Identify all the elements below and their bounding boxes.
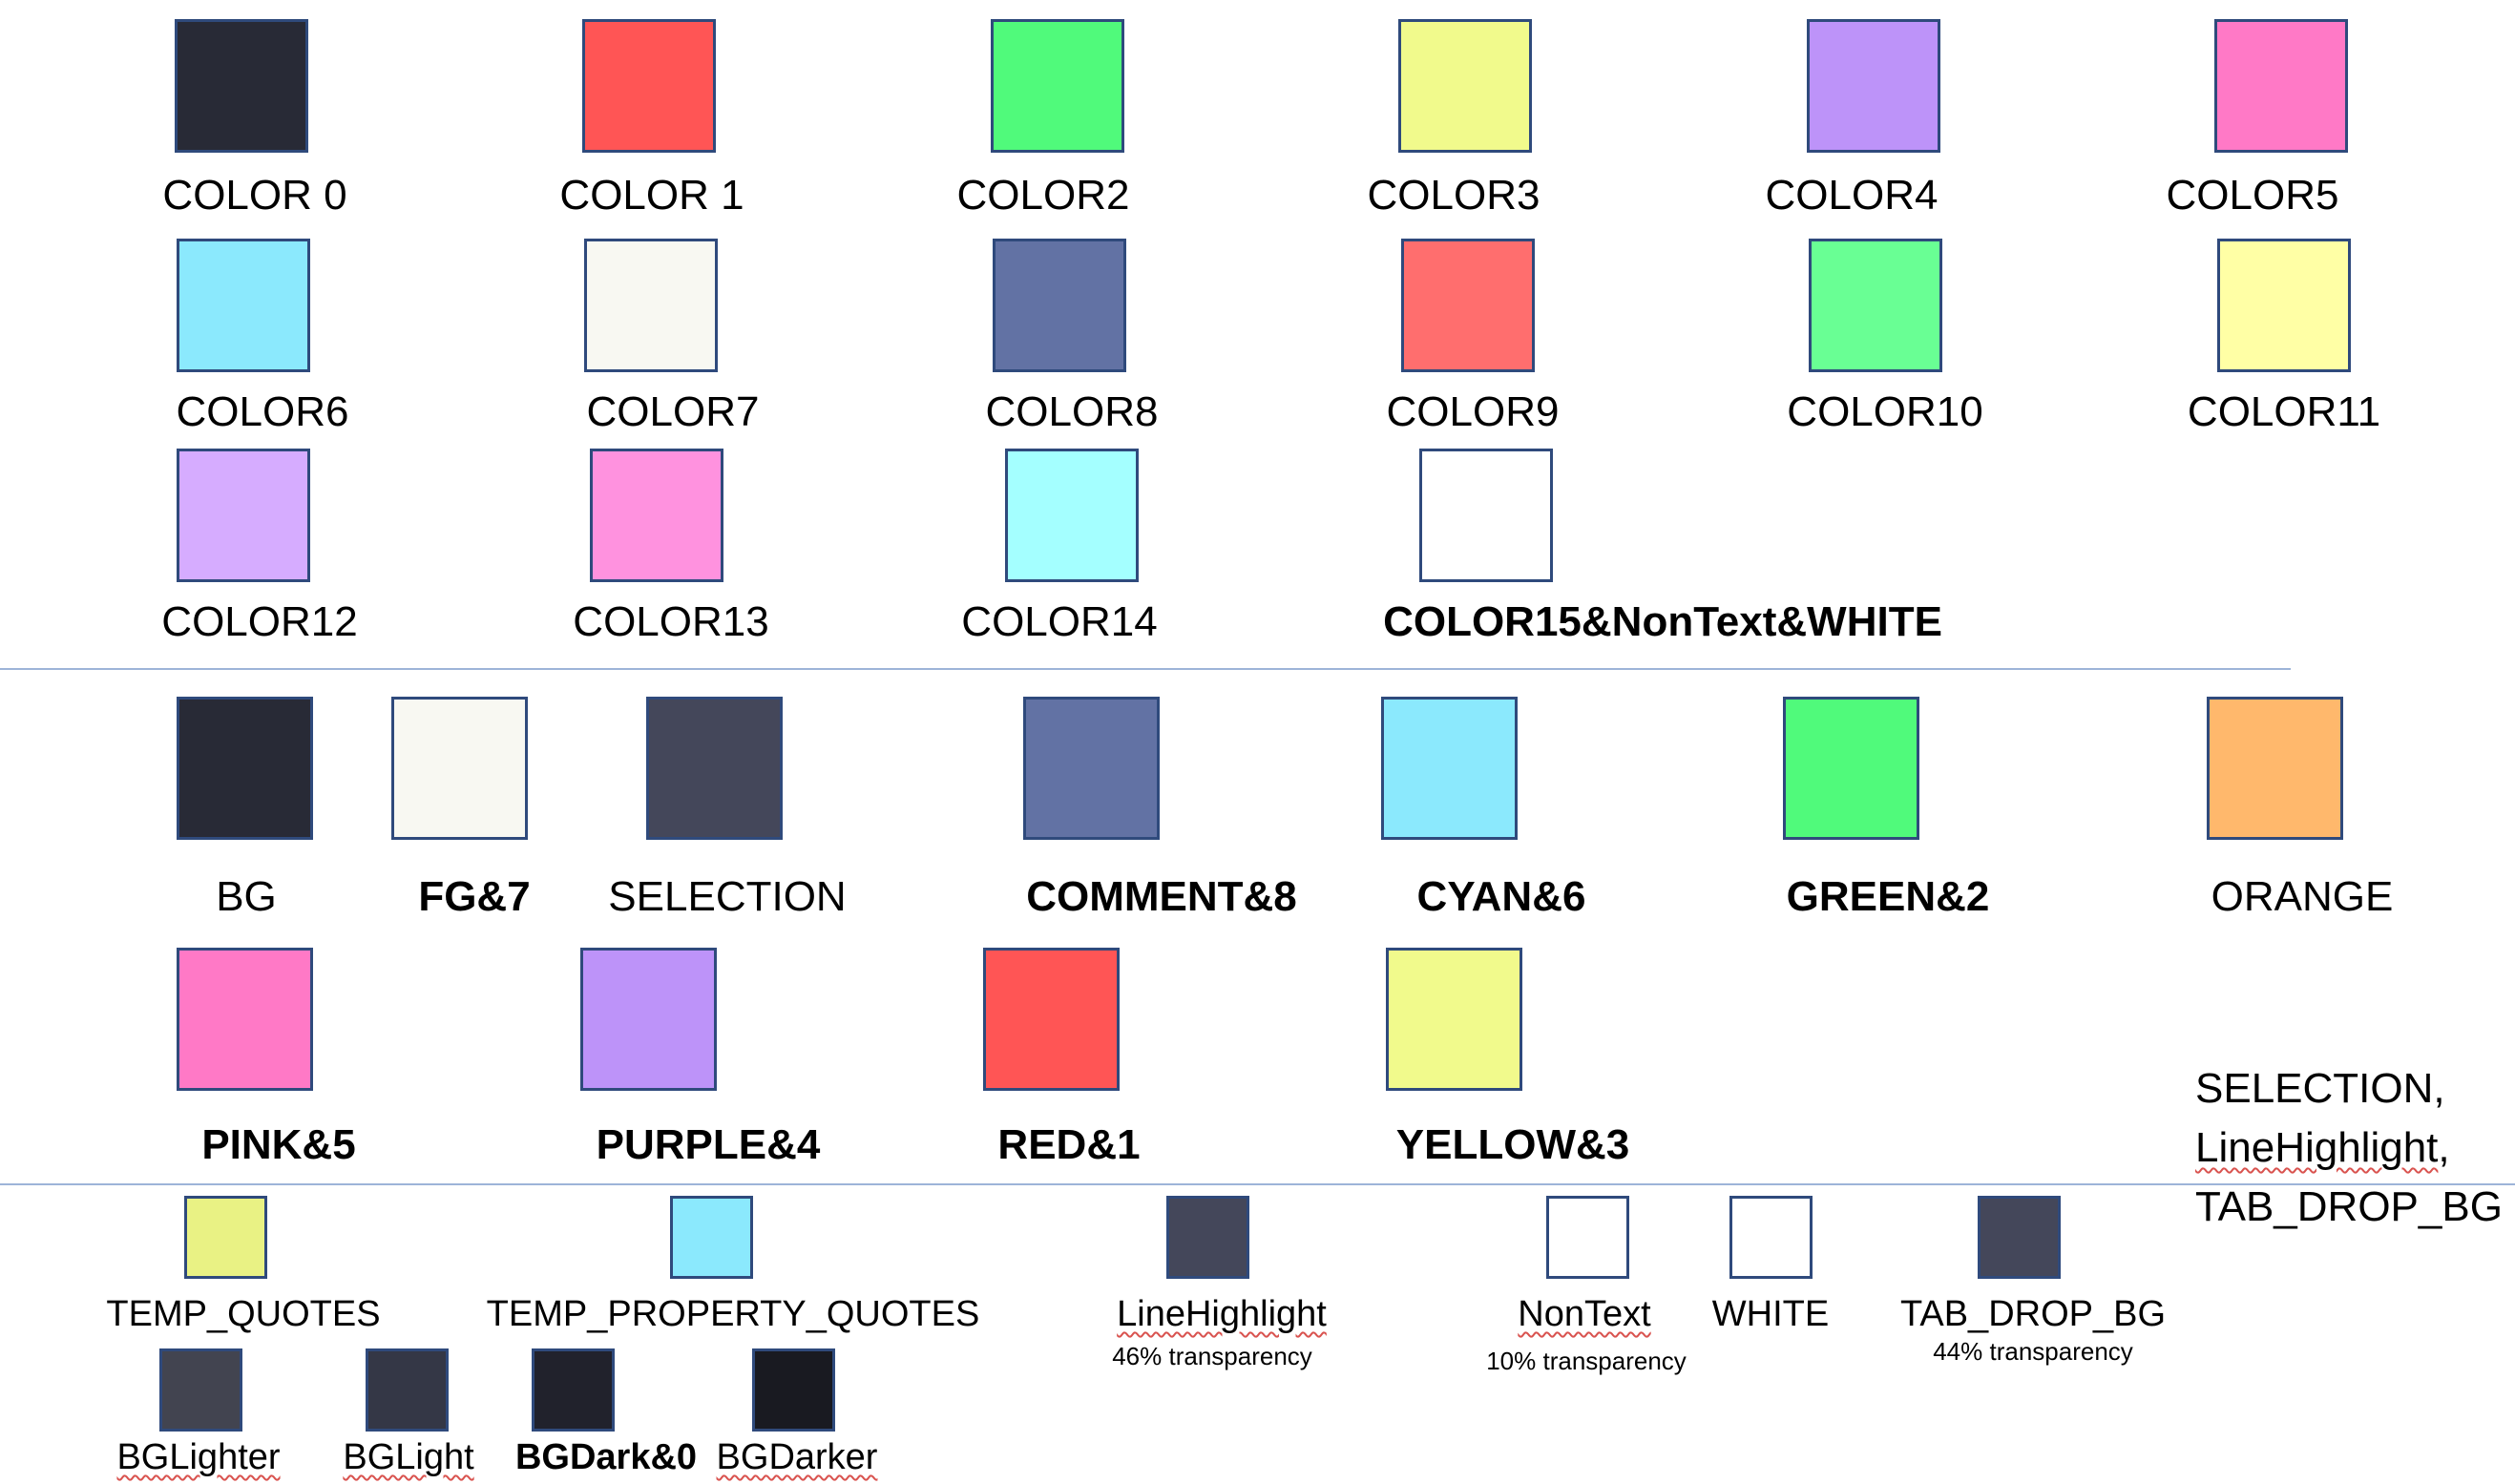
divider-bottom — [0, 1183, 2515, 1185]
label-cyan: CYAN&6 — [1416, 873, 1586, 920]
label-temp-property-quotes: TEMP_PROPERTY_QUOTES — [486, 1294, 980, 1334]
swatch-color-15 — [1419, 449, 1553, 582]
swatch-color-0 — [175, 19, 308, 153]
swatch-comment — [1023, 697, 1160, 840]
swatch-fg — [391, 697, 528, 840]
label-fg: FG&7 — [418, 873, 531, 920]
swatch-nontext — [1546, 1196, 1629, 1279]
swatch-bglight — [366, 1348, 449, 1432]
label-color-7: COLOR7 — [586, 388, 760, 435]
swatch-color-4 — [1807, 19, 1940, 153]
label-green: GREEN&2 — [1786, 873, 1990, 920]
swatch-color-1 — [582, 19, 716, 153]
label-white: WHITE — [1711, 1294, 1830, 1334]
side-note-line-2: LineHighlight, — [2195, 1118, 2503, 1178]
swatch-orange — [2207, 697, 2343, 840]
label-color-13: COLOR13 — [573, 598, 769, 645]
label-temp-quotes: TEMP_QUOTES — [106, 1294, 381, 1334]
swatch-green — [1783, 697, 1919, 840]
swatch-linehighlight — [1166, 1196, 1249, 1279]
label-color-15: COLOR15&NonText&WHITE — [1383, 598, 1942, 645]
swatch-color-13 — [590, 449, 723, 582]
side-note: SELECTION, LineHighlight, TAB_DROP_BG — [2195, 1059, 2503, 1237]
label-nontext: NonText — [1518, 1294, 1651, 1334]
swatch-tab-drop-bg — [1978, 1196, 2061, 1279]
swatch-color-6 — [177, 239, 310, 372]
swatch-color-3 — [1398, 19, 1532, 153]
label-purple: PURPLE&4 — [596, 1121, 821, 1168]
label-color-5: COLOR5 — [2166, 172, 2339, 219]
side-note-line-3: TAB_DROP_BG — [2195, 1183, 2503, 1230]
divider-top — [0, 668, 2291, 670]
swatch-temp-quotes — [184, 1196, 267, 1279]
label-bg: BG — [216, 873, 277, 920]
side-note-line-1: SELECTION, — [2195, 1065, 2445, 1112]
label-bglight: BGLight — [343, 1437, 474, 1477]
label-color-6: COLOR6 — [176, 388, 349, 435]
label-comment: COMMENT&8 — [1026, 873, 1297, 920]
swatch-bg — [177, 697, 313, 840]
label-color-11: COLOR11 — [2187, 388, 2381, 435]
swatch-temp-property-quotes — [670, 1196, 753, 1279]
swatch-bgdark — [532, 1348, 615, 1432]
label-bgdarker: BGDarker — [716, 1437, 878, 1477]
label-selection: SELECTION — [608, 873, 847, 920]
swatch-bgdarker — [752, 1348, 835, 1432]
label-bglighter: BGLighter — [116, 1437, 281, 1477]
swatch-yellow — [1386, 948, 1522, 1091]
label-color-12: COLOR12 — [161, 598, 358, 645]
swatch-color-11 — [2217, 239, 2351, 372]
swatch-cyan — [1381, 697, 1518, 840]
note-linehighlight: 46% transparency — [1112, 1342, 1312, 1370]
label-color-1: COLOR 1 — [559, 172, 744, 219]
label-pink: PINK&5 — [201, 1121, 356, 1168]
swatch-red — [983, 948, 1120, 1091]
label-orange: ORANGE — [2211, 873, 2394, 920]
swatch-color-5 — [2214, 19, 2348, 153]
label-yellow: YELLOW&3 — [1395, 1121, 1630, 1168]
note-nontext: 10% transparency — [1486, 1347, 1687, 1375]
swatch-color-12 — [177, 449, 310, 582]
label-color-10: COLOR10 — [1787, 388, 1983, 435]
label-red: RED&1 — [997, 1121, 1141, 1168]
swatch-bglighter — [159, 1348, 242, 1432]
swatch-color-7 — [584, 239, 718, 372]
swatch-purple — [580, 948, 717, 1091]
side-note-linehighlight: LineHighlight — [2195, 1124, 2439, 1171]
label-tab-drop-bg: TAB_DROP_BG — [1899, 1294, 2167, 1334]
swatch-color-10 — [1809, 239, 1942, 372]
label-color-8: COLOR8 — [985, 388, 1159, 435]
label-color-3: COLOR3 — [1367, 172, 1540, 219]
swatch-color-14 — [1005, 449, 1139, 582]
swatch-selection — [646, 697, 783, 840]
label-color-4: COLOR4 — [1765, 172, 1939, 219]
swatch-color-9 — [1401, 239, 1535, 372]
note-tab-drop-bg: 44% transparency — [1933, 1337, 2133, 1366]
label-color-14: COLOR14 — [961, 598, 1158, 645]
label-linehighlight: LineHighlight — [1117, 1294, 1327, 1334]
label-color-2: COLOR2 — [956, 172, 1130, 219]
swatch-pink — [177, 948, 313, 1091]
swatch-color-8 — [993, 239, 1126, 372]
label-color-9: COLOR9 — [1386, 388, 1560, 435]
side-note-comma: , — [2438, 1124, 2450, 1171]
swatch-color-2 — [991, 19, 1124, 153]
label-bgdark: BGDark&0 — [514, 1437, 698, 1477]
label-color-0: COLOR 0 — [162, 172, 347, 219]
swatch-white — [1729, 1196, 1813, 1279]
